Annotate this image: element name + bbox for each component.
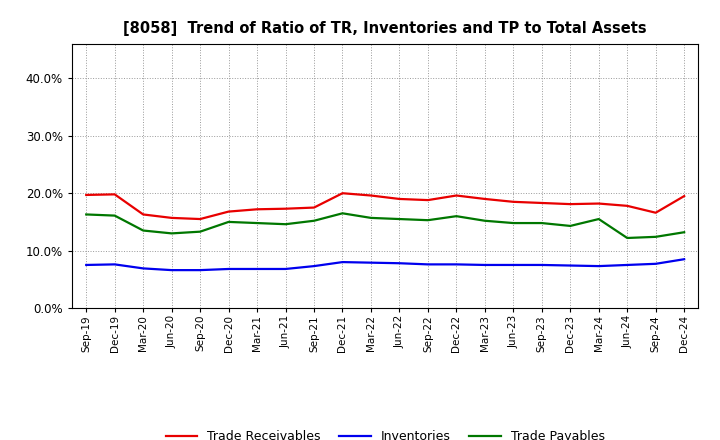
Trade Payables [196,229,204,235]
Legend: Trade Receivables, Inventories, Trade Payables: Trade Receivables, Inventories, Trade Pa… [161,425,610,440]
Inventories [680,257,688,262]
Inventories [566,263,575,268]
Trade Payables [167,231,176,236]
Inventories [196,268,204,273]
Inventories [537,262,546,268]
Inventories [423,262,432,267]
Title: [8058]  Trend of Ratio of TR, Inventories and TP to Total Assets: [8058] Trend of Ratio of TR, Inventories… [123,21,647,36]
Trade Payables [452,213,461,219]
Trade Receivables [338,191,347,196]
Line: Inventories: Inventories [86,259,684,270]
Line: Trade Payables: Trade Payables [86,213,684,238]
Trade Payables [680,230,688,235]
Trade Payables [225,219,233,224]
Trade Receivables [480,196,489,202]
Trade Receivables [139,212,148,217]
Trade Payables [652,234,660,239]
Trade Receivables [366,193,375,198]
Trade Receivables [110,192,119,197]
Trade Receivables [82,192,91,198]
Trade Payables [509,220,518,226]
Trade Payables [566,223,575,228]
Inventories [167,268,176,273]
Trade Receivables [167,215,176,220]
Trade Receivables [566,202,575,207]
Inventories [452,262,461,267]
Inventories [395,260,404,266]
Trade Receivables [423,198,432,203]
Inventories [253,266,261,271]
Trade Payables [623,235,631,241]
Trade Receivables [652,210,660,215]
Trade Payables [282,222,290,227]
Inventories [338,260,347,265]
Trade Receivables [595,201,603,206]
Trade Payables [423,217,432,223]
Trade Receivables [395,196,404,202]
Trade Payables [310,218,318,224]
Inventories [82,262,91,268]
Inventories [110,262,119,267]
Inventories [225,266,233,271]
Trade Receivables [680,194,688,199]
Inventories [623,262,631,268]
Inventories [595,264,603,269]
Trade Receivables [310,205,318,210]
Trade Receivables [537,200,546,205]
Trade Payables [480,218,489,224]
Trade Payables [253,220,261,226]
Line: Trade Receivables: Trade Receivables [86,193,684,219]
Trade Receivables [253,207,261,212]
Inventories [139,266,148,271]
Trade Receivables [196,216,204,222]
Trade Receivables [509,199,518,205]
Inventories [509,262,518,268]
Trade Payables [395,216,404,222]
Inventories [310,264,318,269]
Trade Payables [537,220,546,226]
Trade Payables [595,216,603,222]
Inventories [282,266,290,271]
Inventories [652,261,660,267]
Trade Payables [139,228,148,233]
Trade Receivables [282,206,290,211]
Trade Payables [366,215,375,220]
Trade Payables [338,211,347,216]
Trade Receivables [623,203,631,209]
Inventories [480,262,489,268]
Inventories [366,260,375,265]
Trade Receivables [225,209,233,214]
Trade Payables [82,212,91,217]
Trade Payables [110,213,119,218]
Trade Receivables [452,193,461,198]
